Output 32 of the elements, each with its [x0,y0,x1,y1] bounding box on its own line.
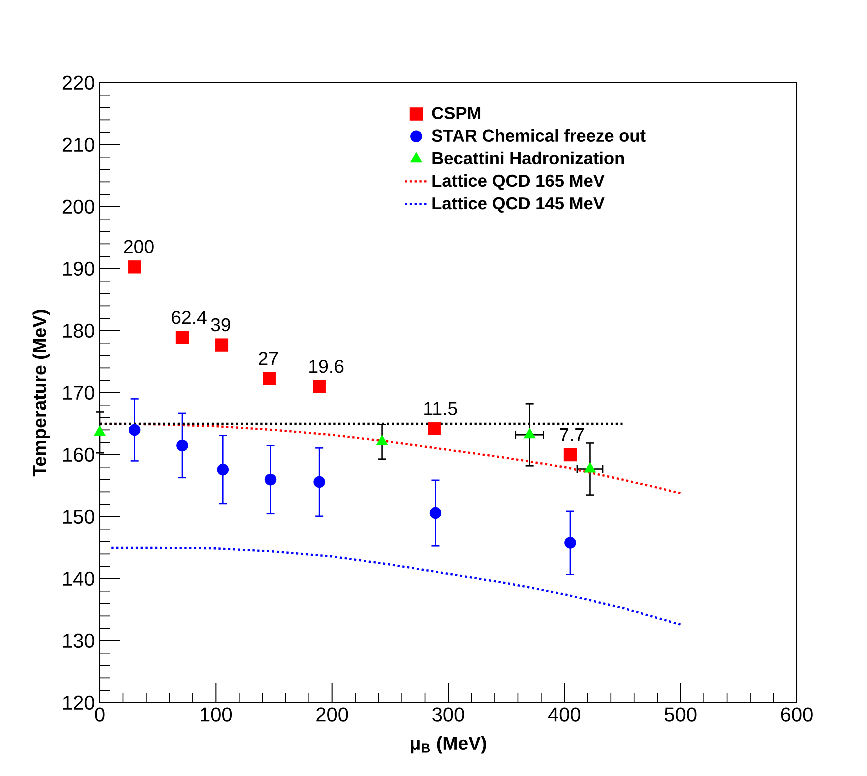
y-tick-label: 200 [62,200,94,214]
x-tick-label: 200 [316,708,348,722]
y-tick-label: 190 [63,262,94,276]
legend-label: CSPM [432,107,481,120]
y-tick-label: 150 [63,510,94,524]
y-tick-label: 220 [62,76,94,90]
y-tick-label: 130 [63,634,94,648]
y-tick-label: 210 [62,138,94,152]
annotation: 7.7 [560,428,584,442]
legend-label: Becattini Hadronization [432,152,624,165]
legend-label: Lattice QCD 165 MeV [432,174,605,190]
annotation: 19.6 [310,360,344,374]
legend-label: STAR Chemical freeze out [432,129,646,142]
x-tick-label: 300 [432,708,464,722]
y-tick-label: 160 [63,448,94,462]
legend-label: Lattice QCD 145 MeV [432,196,605,213]
annotation: 11.5 [424,402,458,416]
y-axis-title: Temperature (MeV) [32,310,50,477]
x-tick-label: 100 [201,708,232,722]
annotation: 39 [211,318,230,332]
x-tick-label: 0 [95,708,105,722]
annotation: 62.4 [172,310,207,324]
y-tick-label: 180 [63,324,94,338]
x-tick-label: 600 [781,708,813,722]
y-tick-label: 140 [63,572,94,586]
x-tick-label: 400 [548,708,581,722]
annotation: 200 [124,240,154,254]
x-axis-title: μ$_{B}$ (MeV) [411,736,486,754]
annotation: 27 [259,352,278,366]
x-tick-label: 500 [664,708,697,722]
y-tick-label: 170 [63,386,94,400]
y-tick-label: 120 [63,696,94,710]
